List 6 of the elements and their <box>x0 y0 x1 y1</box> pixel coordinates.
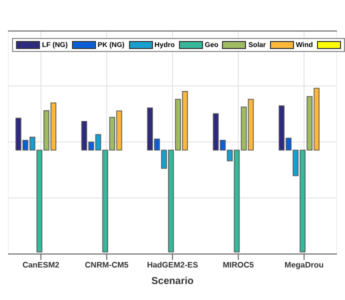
x-tick-label: HadGEM2-ES <box>146 260 199 270</box>
x-tick-label: MegaDrou <box>284 260 324 270</box>
x-tick-label: CanESM2 <box>22 260 60 270</box>
x-axis-title: Scenario <box>151 276 194 287</box>
x-tick-label: CNRM-CM5 <box>84 260 130 270</box>
x-tick-label: MIROC5 <box>222 260 254 270</box>
